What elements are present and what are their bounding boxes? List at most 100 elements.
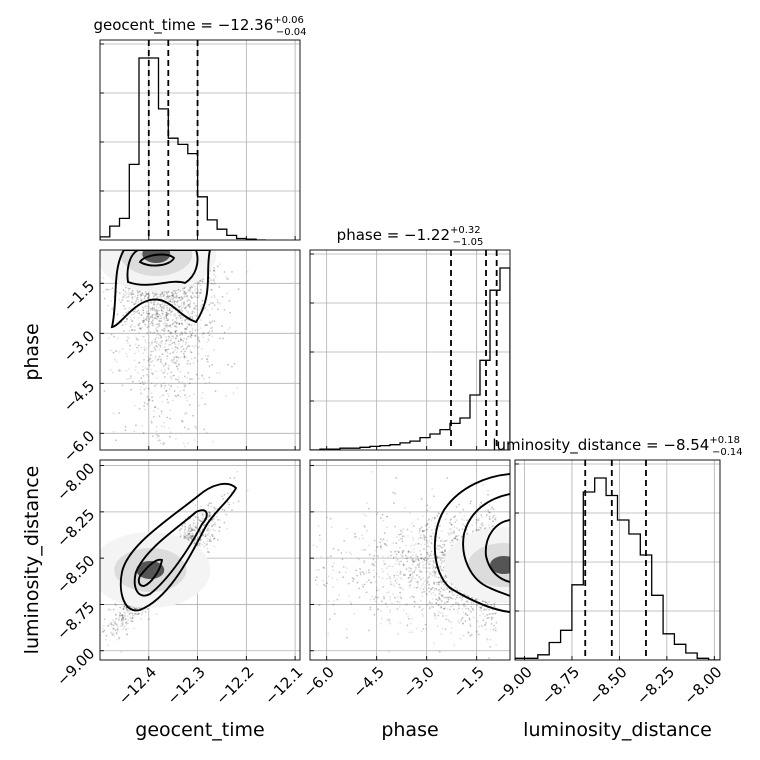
sample-point	[165, 362, 167, 365]
sample-point	[188, 530, 191, 533]
sample-point	[139, 382, 142, 385]
sample-point	[120, 620, 123, 622]
sample-point	[136, 296, 139, 299]
sample-point	[131, 296, 134, 298]
sample-point	[155, 383, 158, 386]
sample-point	[167, 330, 170, 332]
sample-point	[210, 506, 213, 508]
sample-point	[116, 337, 119, 340]
sample-point	[183, 383, 185, 386]
sample-point	[174, 330, 177, 333]
sample-point	[167, 309, 169, 312]
sample-point	[188, 322, 191, 325]
sample-point	[211, 289, 214, 291]
sample-point	[157, 323, 160, 326]
sample-point	[146, 305, 149, 307]
sample-point	[153, 317, 156, 320]
sample-point	[192, 362, 195, 364]
sample-point	[198, 542, 201, 545]
sample-point	[147, 399, 150, 402]
sample-point	[181, 297, 184, 300]
sample-point	[208, 314, 211, 316]
sample-point	[156, 309, 159, 312]
sample-point	[198, 340, 201, 343]
sample-point	[171, 292, 174, 295]
sample-point	[165, 339, 168, 341]
sample-point	[188, 382, 191, 385]
sample-point	[148, 312, 150, 315]
sample-point	[138, 379, 141, 382]
sample-point	[130, 375, 132, 377]
sample-point	[184, 329, 187, 332]
sample-point	[113, 335, 115, 338]
sample-point	[185, 295, 188, 298]
sample-point	[166, 306, 169, 309]
sample-point	[141, 298, 144, 301]
sample-point	[161, 291, 164, 294]
sample-point	[142, 312, 145, 314]
sample-point	[155, 340, 158, 343]
sample-point	[136, 607, 139, 610]
sample-point	[179, 370, 182, 373]
sample-point	[147, 293, 150, 295]
sample-point	[184, 292, 186, 294]
sample-point	[118, 298, 121, 301]
sample-point	[204, 535, 207, 538]
sample-point	[221, 325, 223, 327]
sample-point	[193, 307, 196, 309]
sample-point	[199, 544, 201, 547]
sample-point	[189, 330, 191, 333]
sample-point	[207, 507, 210, 509]
sample-point	[213, 304, 216, 306]
sample-point	[172, 299, 175, 301]
sample-point	[185, 396, 188, 399]
sample-point	[191, 328, 194, 330]
sample-point	[173, 315, 176, 317]
sample-point	[107, 288, 109, 291]
sample-point	[187, 428, 190, 431]
sample-point	[208, 538, 211, 541]
sample-point	[180, 308, 183, 311]
sample-point	[140, 392, 143, 395]
sample-point	[114, 604, 117, 606]
sample-point	[128, 293, 131, 296]
sample-point	[151, 321, 153, 323]
sample-point	[145, 307, 148, 310]
panel-content	[100, 250, 249, 448]
sample-point	[152, 303, 155, 306]
sample-point	[152, 324, 155, 327]
sample-point	[194, 516, 197, 519]
sample-point	[171, 310, 174, 313]
sample-point	[147, 306, 150, 309]
sample-point	[168, 307, 171, 309]
sample-point	[135, 607, 138, 610]
sample-point	[194, 357, 196, 359]
sample-point	[201, 513, 204, 516]
sample-point	[145, 293, 148, 295]
sample-point	[189, 530, 192, 532]
sample-point	[206, 324, 208, 326]
sample-point	[173, 290, 175, 292]
sample-point	[182, 316, 184, 319]
sample-point	[229, 311, 232, 314]
sample-point	[201, 333, 204, 336]
sample-point	[165, 340, 167, 342]
sample-point	[219, 526, 221, 529]
sample-point	[184, 529, 186, 531]
sample-point	[178, 364, 181, 366]
sample-point	[124, 294, 126, 297]
sample-point	[114, 612, 117, 615]
sample-point	[174, 325, 177, 328]
sample-point	[123, 320, 126, 323]
sample-point	[191, 535, 194, 538]
sample-point	[154, 293, 156, 296]
sample-point	[184, 533, 186, 535]
sample-point	[190, 357, 193, 360]
sample-point	[146, 396, 149, 398]
sample-point	[189, 315, 192, 318]
sample-point	[131, 328, 133, 331]
sample-point	[131, 301, 133, 304]
sample-point	[96, 623, 98, 625]
sample-point	[125, 621, 127, 624]
sample-point	[110, 621, 112, 624]
